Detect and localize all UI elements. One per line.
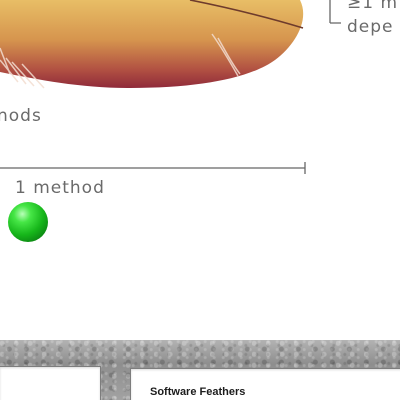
one-method-label: 1 method xyxy=(15,178,105,198)
dependency-label-line1: ≥1 m xyxy=(347,0,399,13)
green-ball-button[interactable] xyxy=(8,202,48,242)
feather-illustration xyxy=(0,0,304,89)
feather-barbs xyxy=(0,33,241,89)
left-panel xyxy=(0,366,101,400)
panel-title-link[interactable]: Software Feathers xyxy=(150,386,246,398)
methods-label: nods xyxy=(0,106,42,126)
scale-line xyxy=(0,162,306,174)
main-panel: Software Feathers xyxy=(130,368,400,400)
dependency-bracket xyxy=(329,0,341,24)
feather-vane xyxy=(0,0,304,88)
feather-shaft xyxy=(189,0,304,29)
dependency-label-line2: depe xyxy=(347,17,394,37)
